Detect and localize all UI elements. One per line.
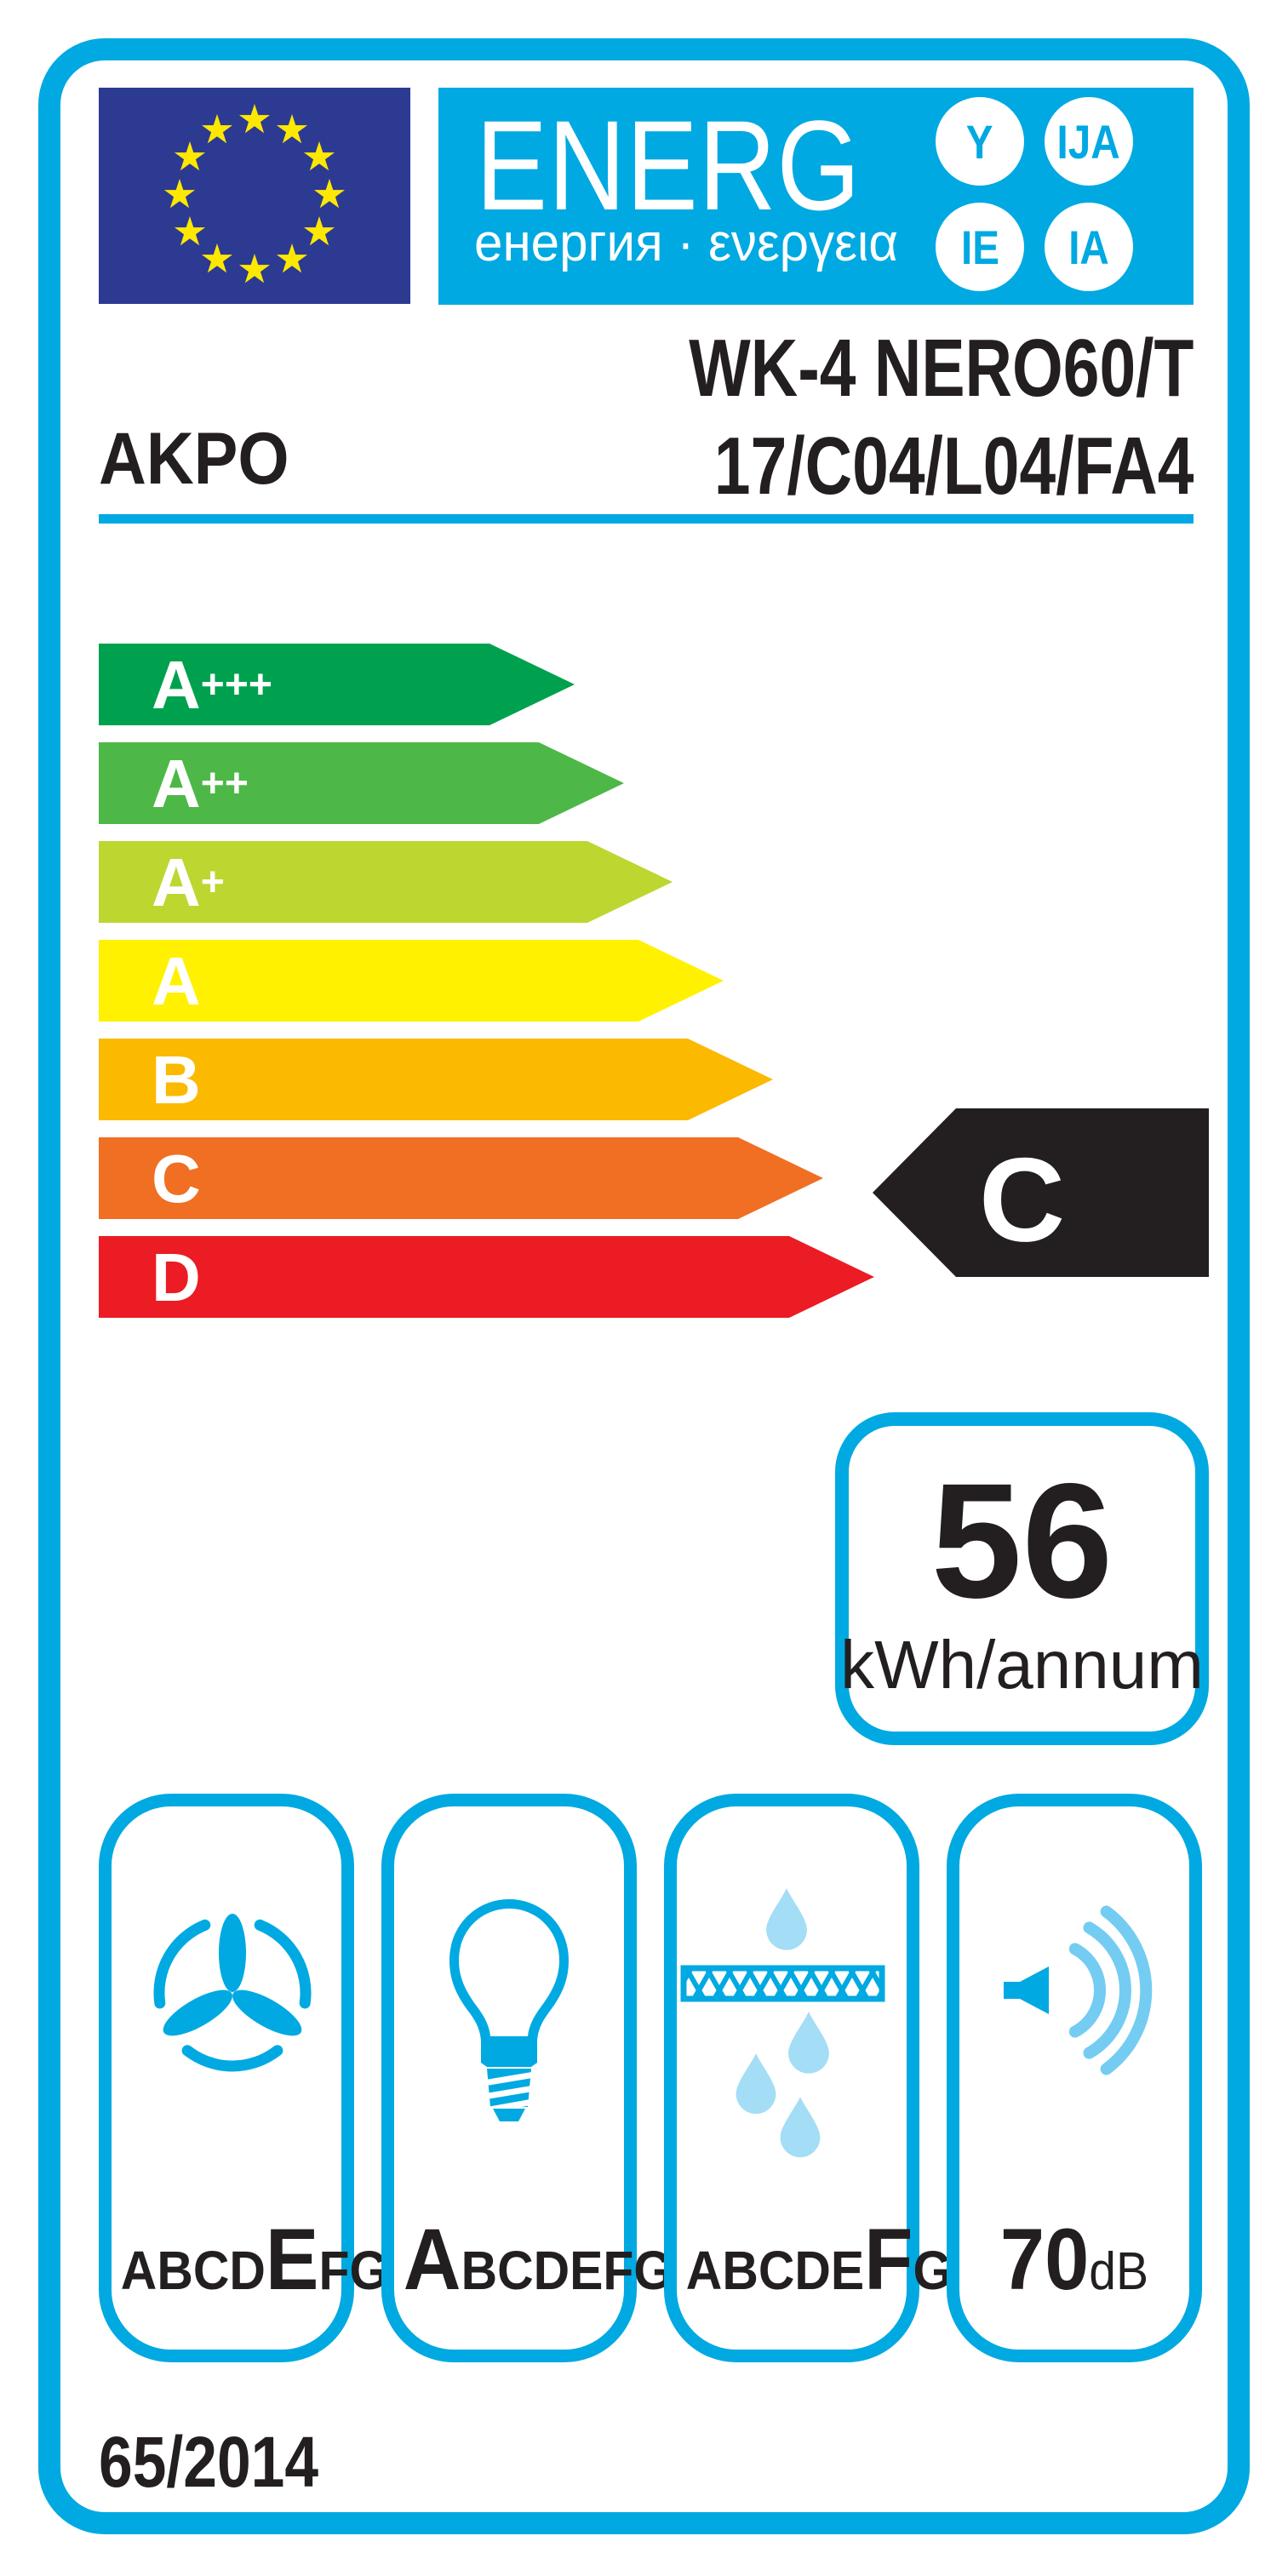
scale-bar-a+++ bbox=[99, 644, 575, 725]
scale-label-d: D bbox=[152, 1239, 201, 1315]
eu-flag bbox=[99, 88, 410, 304]
brand-name: AKPO bbox=[99, 418, 289, 500]
energy-consumption-box: 56 kWh/annum bbox=[835, 1412, 1209, 1745]
energ-logo: ENERG енергия · ενεργεια Y IJA IE IA bbox=[438, 88, 1194, 305]
filter-grade-letter: F bbox=[864, 2211, 913, 2308]
feature-box-noise: 70dB bbox=[947, 1794, 1202, 2362]
energ-word: ENERG bbox=[476, 94, 862, 237]
filter-grade-prefix: ABCDE bbox=[685, 2240, 865, 2301]
lang-ending-circle-ia: IA bbox=[1045, 203, 1133, 291]
label-border bbox=[38, 38, 1250, 2534]
scale-label-a: A bbox=[152, 943, 201, 1019]
scale-label-a+: A+ bbox=[152, 844, 225, 920]
energy-unit: kWh/annum bbox=[840, 1626, 1204, 1703]
scale-label-a+++: A+++ bbox=[152, 647, 272, 723]
lang-ending-circle-y: Y bbox=[936, 97, 1024, 186]
scale-bar-a++ bbox=[99, 742, 624, 824]
scale-label-c: C bbox=[152, 1141, 201, 1216]
regulation-number: 65/2014 bbox=[99, 2422, 319, 2502]
eu-flag-stars bbox=[163, 104, 346, 283]
fan-grade-label: ABCDEFG bbox=[120, 2216, 388, 2303]
model-number: WK-4 NERO60/T 17/C04/L04/FA4 bbox=[563, 319, 1194, 515]
lang-ending-circle-ie: IE bbox=[936, 203, 1024, 291]
energy-scale: A+++ A++ A+ A B C D bbox=[99, 644, 874, 1318]
feature-box-fan: ABCDEFG bbox=[99, 1794, 388, 2362]
rating-arrow-shape bbox=[873, 1108, 1209, 1277]
feature-box-lighting: ABCDEFG bbox=[381, 1794, 673, 2362]
fan-grade-prefix: ABCD bbox=[120, 2240, 266, 2301]
scale-bar-a+ bbox=[99, 841, 673, 923]
filter-grade-label: ABCDEFG bbox=[685, 2216, 952, 2303]
lighting-grade-letter: A bbox=[403, 2211, 461, 2308]
scale-bar-b bbox=[99, 1039, 773, 1120]
energ-subtitle: енергия · ενεργεια bbox=[474, 214, 899, 272]
noise-value: 70 bbox=[999, 2211, 1090, 2308]
scale-label-b: B bbox=[152, 1042, 201, 1118]
rating-arrow: C bbox=[873, 1108, 1209, 1277]
lang-ending-circle-ija: IJA bbox=[1045, 97, 1133, 186]
lang-ending-text: IA bbox=[1068, 220, 1109, 274]
scale-label-a++: A++ bbox=[152, 746, 249, 821]
noise-label: 70dB bbox=[969, 2216, 1180, 2303]
lang-ending-text: IE bbox=[960, 220, 999, 274]
lighting-grade-suffix: BCDEFG bbox=[461, 2240, 673, 2301]
fan-grade-suffix: FG bbox=[318, 2240, 389, 2301]
lang-ending-text: Y bbox=[966, 114, 993, 169]
rating-class-letter: C bbox=[979, 1133, 1065, 1267]
lighting-grade-label: ABCDEFG bbox=[404, 2216, 673, 2303]
feature-box-filter: ABCDEFG bbox=[664, 1794, 952, 2362]
fan-icon bbox=[153, 1914, 312, 2072]
model-line-1: WK-4 NERO60/T bbox=[688, 323, 1194, 414]
scale-bar-a bbox=[99, 940, 724, 1022]
scale-bar-c bbox=[99, 1137, 823, 1219]
bulb-icon bbox=[449, 1899, 569, 2121]
fan-grade-letter: E bbox=[265, 2211, 319, 2308]
energy-value: 56 bbox=[930, 1448, 1113, 1632]
divider-rule bbox=[99, 514, 1194, 524]
lang-ending-text: IJA bbox=[1056, 114, 1121, 169]
noise-unit: dB bbox=[1089, 2242, 1149, 2301]
speaker-icon bbox=[1004, 1905, 1153, 2075]
filter-grade-suffix: G bbox=[913, 2240, 953, 2301]
model-line-2: 17/C04/L04/FA4 bbox=[713, 421, 1194, 512]
scale-bar-d bbox=[99, 1236, 874, 1318]
grease-filter-icon bbox=[680, 1888, 885, 2158]
